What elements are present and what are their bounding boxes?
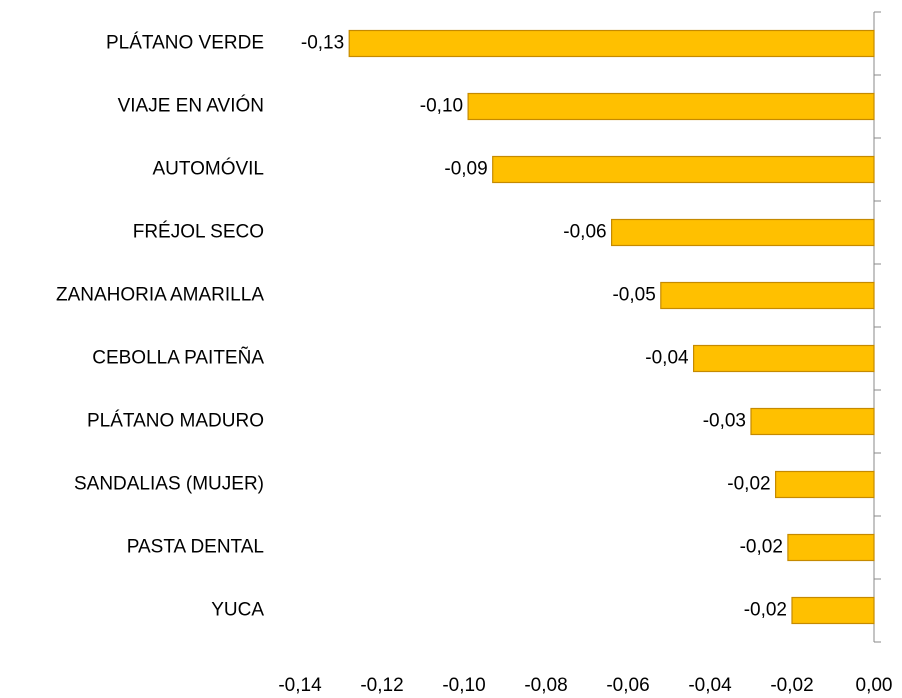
data-label: -0,03 [703, 411, 746, 432]
y-tick-label: CEBOLLA PAITEÑA [92, 347, 264, 369]
data-label: -0,02 [727, 474, 770, 495]
data-label: -0,13 [301, 33, 344, 54]
x-tick-label: -0,14 [278, 675, 322, 696]
y-tick-label: SANDALIAS (MUJER) [74, 474, 264, 495]
bar [492, 155, 875, 184]
bar [750, 407, 875, 436]
x-tick-label: -0,04 [688, 675, 732, 696]
data-label: -0,10 [420, 96, 463, 117]
bar [467, 92, 875, 121]
data-label: -0,09 [444, 159, 487, 180]
data-label: -0,02 [744, 600, 787, 621]
y-tick-label: YUCA [211, 600, 264, 621]
bar [610, 218, 875, 247]
y-tick-label: AUTOMÓVIL [152, 158, 264, 180]
x-tick-label: -0,06 [606, 675, 649, 696]
y-tick-label: FRÉJOL SECO [133, 222, 264, 243]
data-label: -0,06 [563, 222, 606, 243]
x-tick-label: -0,10 [442, 675, 485, 696]
y-tick-label: PLÁTANO MADURO [87, 411, 264, 432]
bar [692, 344, 875, 373]
data-label: -0,02 [740, 537, 783, 558]
x-tick-label: -0,02 [770, 675, 813, 696]
data-label: -0,04 [645, 348, 689, 369]
bar [348, 29, 875, 58]
y-tick-label: PLÁTANO VERDE [106, 33, 264, 54]
y-tick-label: VIAJE EN AVIÓN [118, 95, 264, 117]
x-tick-label: 0,00 [856, 675, 893, 696]
bar [791, 596, 875, 625]
x-tick-label: -0,12 [360, 675, 403, 696]
y-tick-label: PASTA DENTAL [127, 537, 264, 558]
y-tick-label: ZANAHORIA AMARILLA [56, 285, 264, 306]
bar [787, 533, 875, 562]
bar [774, 470, 875, 499]
data-label: -0,05 [612, 285, 655, 306]
x-tick-label: -0,08 [524, 675, 567, 696]
bar [660, 281, 875, 310]
